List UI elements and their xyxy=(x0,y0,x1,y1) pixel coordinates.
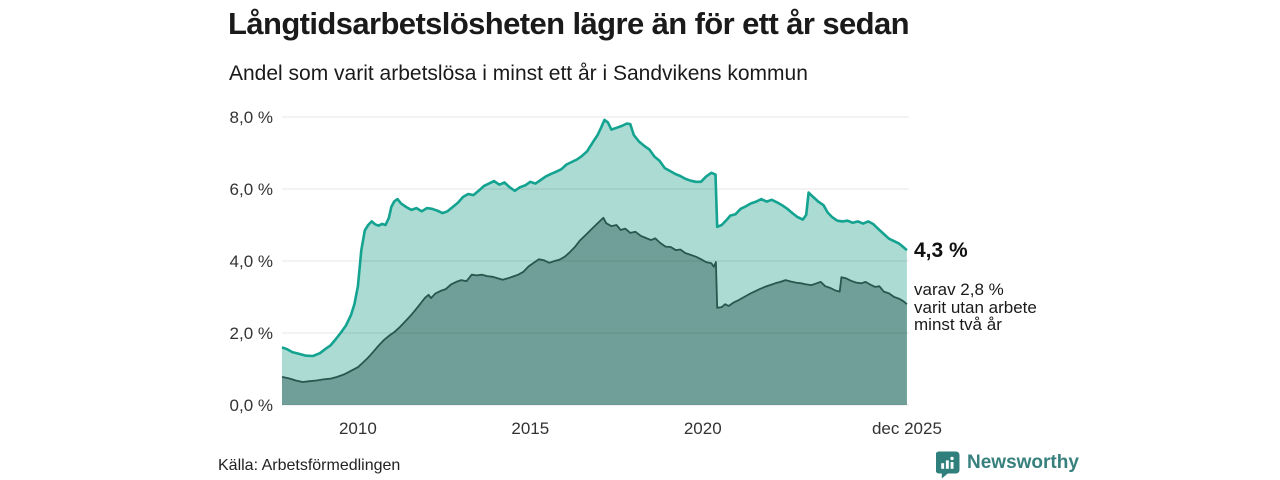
two-year-annotation-line: minst två år xyxy=(914,315,1002,334)
two-year-annotation-line: varit utan arbete xyxy=(914,297,1037,317)
x-axis-tick-label: 2010 xyxy=(339,419,377,438)
y-axis-tick-label: 2,0 % xyxy=(230,324,273,343)
y-axis-tick-label: 4,0 % xyxy=(230,252,273,271)
y-axis-tick-label: 6,0 % xyxy=(230,180,273,199)
source-label: Källa: Arbetsförmedlingen xyxy=(218,457,401,474)
newsworthy-logo-text: Newsworthy xyxy=(967,452,1079,473)
two-year-annotation: varav 2,8 % varit utan arbete minst två … xyxy=(914,281,1064,334)
x-axis-tick-label: 2015 xyxy=(511,419,549,438)
latest-value-label: 4,3 % xyxy=(914,239,968,262)
y-axis-tick-label: 0,0 % xyxy=(230,396,273,415)
series-min-two-years-line xyxy=(281,216,908,383)
x-axis-tick-label: 2020 xyxy=(684,419,722,438)
y-axis-tick-label: 8,0 % xyxy=(230,108,273,127)
series-total-min-one-year-line xyxy=(281,118,908,358)
newsworthy-logo[interactable]: Newsworthy xyxy=(936,451,1079,479)
series-min-two-years-area xyxy=(282,217,907,405)
chart-subtitle: Andel som varit arbetslösa i minst ett å… xyxy=(229,62,808,85)
newsworthy-logo-icon xyxy=(936,451,960,479)
x-axis-tick-label: dec 2025 xyxy=(872,419,942,438)
two-year-annotation-line: varav 2,8 % xyxy=(914,280,1004,299)
chart-title: Långtidsarbetslösheten lägre än för ett … xyxy=(228,6,910,41)
